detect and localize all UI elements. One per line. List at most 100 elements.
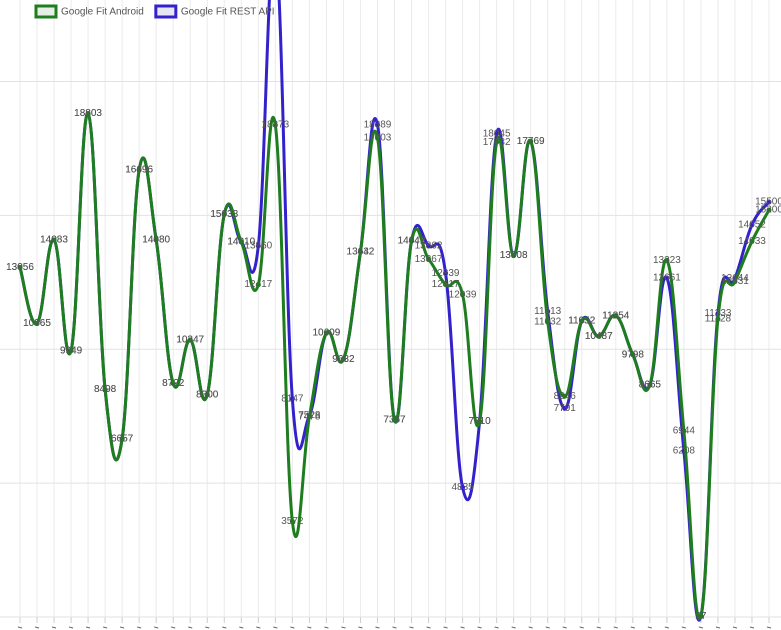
data-label: 10347	[176, 335, 204, 346]
x-tick-stub	[290, 626, 295, 629]
x-tick-stub	[137, 626, 142, 629]
x-tick-stub	[426, 626, 431, 629]
x-tick-stub	[749, 626, 755, 629]
data-label: 10609	[313, 328, 341, 339]
x-tick-stub	[766, 626, 772, 629]
data-label: 13632	[347, 247, 375, 258]
data-label: 7357	[383, 415, 406, 426]
x-tick-stub	[205, 626, 210, 629]
data-label: 8498	[94, 384, 117, 395]
legend-label: Google Fit REST API	[181, 7, 275, 18]
data-label: 12417	[432, 279, 460, 290]
data-label: 6657	[111, 433, 134, 444]
data-label: 15038	[210, 209, 238, 220]
data-label: 15038	[210, 209, 238, 220]
point	[153, 237, 159, 243]
point	[272, 122, 278, 128]
x-tick-stub	[443, 626, 448, 629]
x-tick-stub	[68, 626, 74, 629]
x-tick-stub	[85, 626, 91, 629]
legend-swatch	[34, 4, 58, 19]
x-tick-stub	[596, 626, 601, 629]
point	[562, 405, 568, 411]
data-label: 8665	[639, 380, 662, 391]
data-label: 15200	[755, 205, 781, 216]
data-label: 17903	[364, 132, 392, 143]
point	[460, 292, 466, 298]
x-tick-stub	[460, 626, 465, 629]
point	[766, 199, 772, 205]
point	[85, 111, 91, 117]
data-label: 11254	[602, 310, 630, 321]
point	[443, 282, 449, 288]
data-label: 11128	[705, 314, 732, 325]
data-label: 7310	[468, 416, 491, 427]
data-label: 8498	[94, 384, 117, 395]
data-label: 8300	[196, 389, 219, 400]
data-label: 8722	[162, 378, 185, 389]
data-label: 12644	[721, 273, 749, 284]
point	[749, 238, 755, 244]
data-label: 10487	[585, 331, 613, 342]
point	[511, 252, 517, 258]
point	[34, 320, 40, 326]
point	[715, 316, 721, 322]
x-tick-stub	[732, 626, 738, 629]
data-label: 10965	[23, 318, 51, 329]
point	[102, 386, 108, 392]
x-tick-stub	[358, 626, 363, 629]
data-label: 12531	[721, 276, 749, 287]
data-label: 8147	[281, 394, 304, 405]
x-tick-stub	[545, 626, 550, 629]
point	[374, 122, 380, 128]
data-label: 27	[695, 611, 707, 622]
data-label: 8246	[554, 391, 577, 402]
point	[289, 518, 295, 524]
x-tick-stub	[341, 626, 346, 629]
data-label: 16696	[125, 165, 153, 176]
data-label: 9798	[622, 349, 645, 360]
data-label: 7357	[383, 415, 406, 426]
point	[494, 131, 500, 137]
point	[681, 428, 687, 434]
data-label: 13323	[653, 255, 681, 266]
x-tick-stub	[375, 626, 380, 629]
data-label: 13056	[6, 262, 34, 273]
data-label: 14042	[398, 236, 426, 247]
data-label: 18803	[74, 108, 102, 119]
point	[749, 222, 755, 228]
data-label: 9632	[332, 354, 355, 365]
data-label: 7528	[298, 410, 321, 421]
point	[528, 138, 534, 144]
data-label: 18373	[261, 120, 289, 131]
point	[374, 135, 380, 141]
point	[698, 613, 704, 619]
data-label: 8665	[639, 380, 662, 391]
data-label: 7310	[468, 416, 491, 427]
point	[136, 167, 142, 173]
point	[255, 243, 261, 249]
x-tick-stub	[664, 626, 669, 629]
point	[494, 139, 500, 145]
data-label: 13056	[6, 262, 34, 273]
data-label: 13508	[500, 250, 528, 261]
x-tick-stub	[494, 626, 499, 629]
point	[221, 211, 227, 217]
data-label: 18389	[364, 119, 392, 130]
point	[477, 418, 483, 424]
point	[426, 243, 432, 249]
point	[613, 313, 619, 319]
data-label: 17769	[517, 136, 545, 147]
data-label: 8300	[196, 389, 219, 400]
point	[409, 238, 415, 244]
x-tick-stub	[698, 626, 704, 629]
data-label: 14042	[398, 236, 426, 247]
data-label: 9949	[60, 345, 83, 356]
x-tick-stub	[579, 626, 584, 629]
point	[766, 207, 772, 213]
x-tick-stub	[188, 626, 193, 629]
data-label: 13508	[500, 250, 528, 261]
data-label: 9949	[60, 345, 83, 356]
point	[238, 239, 244, 245]
